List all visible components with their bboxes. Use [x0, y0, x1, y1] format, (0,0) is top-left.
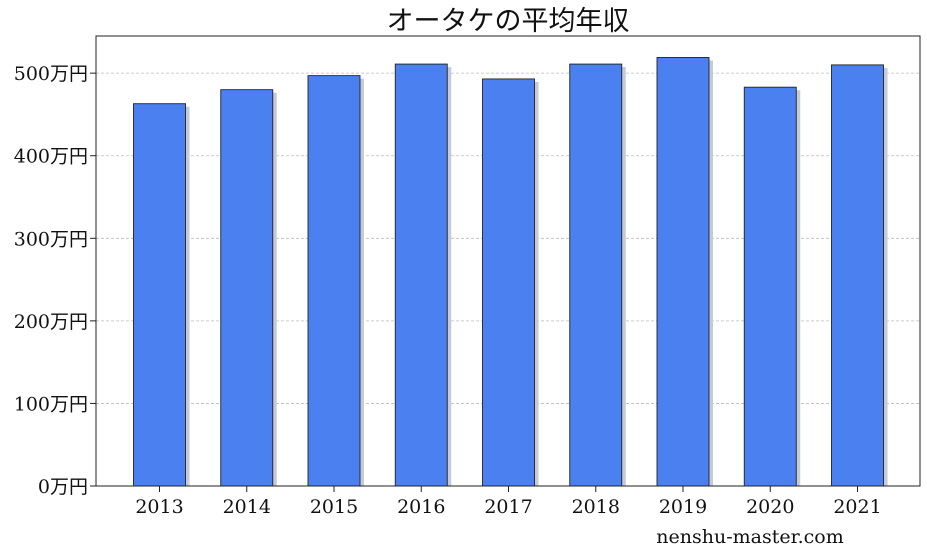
bar-2017 [482, 78, 535, 487]
y-tick-label: 400万円 [14, 146, 88, 168]
chart-title: オータケの平均年収 [387, 6, 630, 37]
bar-2016 [394, 63, 448, 487]
bars [133, 57, 888, 487]
bar-2019 [656, 57, 710, 487]
bar-2020 [743, 86, 797, 487]
y-tick-label: 0万円 [38, 476, 88, 498]
x-tick-label: 2019 [659, 496, 707, 518]
bar-2021 [831, 64, 884, 487]
bar-2015 [307, 75, 361, 487]
y-tick-label: 300万円 [14, 228, 88, 250]
y-axis-ticks: 0万円 100万円 200万円 300万円 400万円 500万円 [14, 63, 96, 498]
x-tick-label: 2013 [135, 496, 183, 518]
bar-2013 [133, 103, 186, 487]
x-tick-label: 2020 [746, 496, 794, 518]
x-tick-label: 2016 [397, 496, 445, 518]
x-tick-label: 2014 [223, 496, 271, 518]
bar-2018 [569, 63, 623, 487]
x-axis-ticks: 2013 2014 2015 2016 2017 2018 2019 2020 2021 [135, 486, 882, 518]
y-tick-label: 200万円 [14, 311, 88, 333]
x-tick-label: 2015 [310, 496, 358, 518]
x-tick-label: 2017 [484, 496, 532, 518]
y-tick-label: 100万円 [14, 393, 88, 415]
bar-2014 [220, 89, 274, 487]
watermark: nenshu-master.com [656, 526, 843, 548]
x-tick-label: 2021 [833, 496, 881, 518]
x-tick-label: 2018 [572, 496, 620, 518]
y-tick-label: 500万円 [14, 63, 88, 85]
